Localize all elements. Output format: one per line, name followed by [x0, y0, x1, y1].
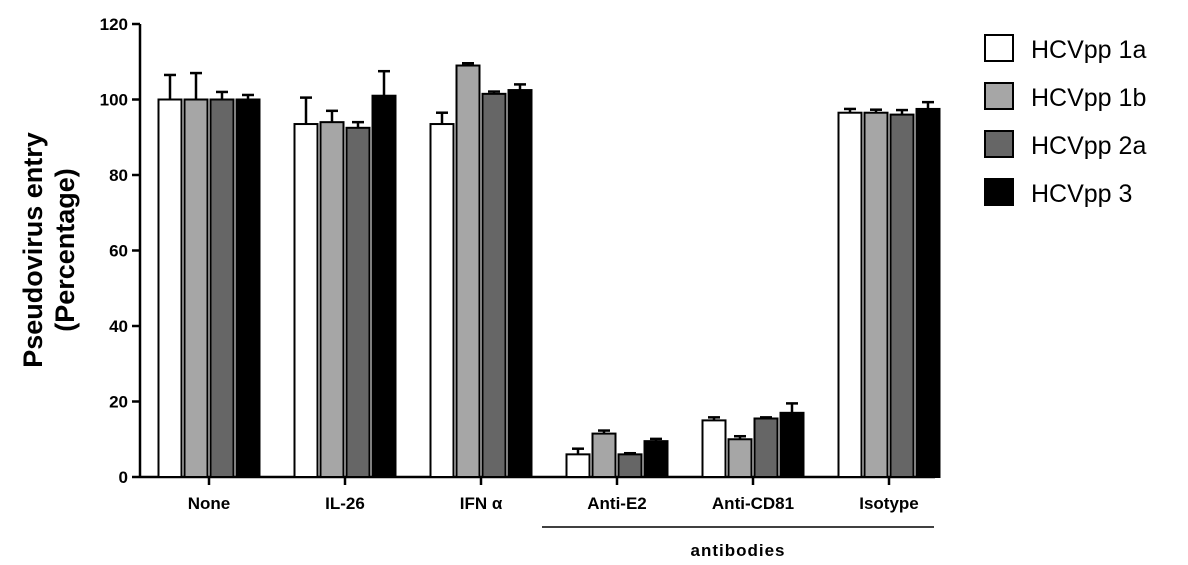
bar: [779, 411, 805, 479]
bar: [837, 111, 863, 479]
y-tick-label: 120: [100, 15, 128, 34]
bar: [727, 438, 753, 478]
y-axis-label: Pseudovirus entry (Percentage): [18, 132, 80, 368]
y-axis-label-line-2: (Percentage): [50, 168, 80, 332]
y-tick-label: 20: [109, 393, 128, 412]
legend-swatch: [984, 34, 1014, 62]
legend-label: HCVpp 1b: [1031, 84, 1146, 112]
x-tick-label: Anti-E2: [587, 494, 647, 513]
y-tick-label: 40: [109, 317, 128, 336]
y-tick-label: 0: [119, 468, 128, 487]
bar: [209, 98, 235, 478]
bar: [591, 432, 617, 478]
bar: [345, 126, 371, 478]
bar: [863, 111, 889, 479]
bar: [157, 98, 183, 478]
y-tick-label: 80: [109, 166, 128, 185]
legend-swatch: [984, 178, 1014, 206]
bar: [293, 123, 319, 478]
legend: HCVpp 1a HCVpp 1b HCVpp 2a HCVpp 3: [984, 34, 1146, 208]
bar: [643, 440, 669, 479]
bar: [915, 107, 941, 478]
x-tick-label: Isotype: [859, 494, 919, 513]
bar: [565, 453, 591, 479]
bar: [429, 123, 455, 478]
bar: [701, 419, 727, 478]
bar: [455, 64, 481, 479]
bar: [235, 98, 261, 478]
bar: [371, 94, 397, 478]
group-label: antibodies: [690, 541, 785, 560]
x-tick-label: None: [188, 494, 231, 513]
bar: [617, 453, 643, 479]
bar: [319, 121, 345, 479]
bar: [889, 113, 915, 478]
plot-area: 0 20 40 60 80 100 120 None IL-26 IFN α Anti-E2 Anti…: [100, 15, 941, 560]
legend-label: HCVpp 2a: [1031, 132, 1146, 160]
x-tick-label: IFN α: [460, 494, 503, 513]
y-axis-label-line-1: Pseudovirus entry: [18, 132, 48, 368]
bar: [183, 98, 209, 478]
y-tick-label: 60: [109, 242, 128, 261]
legend-label: HCVpp 3: [1031, 180, 1132, 208]
bar: [753, 417, 779, 478]
bar: [481, 92, 507, 479]
bar: [507, 89, 533, 478]
x-tick-label: Anti-CD81: [712, 494, 794, 513]
y-tick-label: 100: [100, 91, 128, 110]
x-tick-label: IL-26: [325, 494, 365, 513]
legend-swatch: [984, 82, 1014, 110]
legend-label: HCVpp 1a: [1031, 36, 1146, 64]
legend-swatch: [984, 130, 1014, 158]
